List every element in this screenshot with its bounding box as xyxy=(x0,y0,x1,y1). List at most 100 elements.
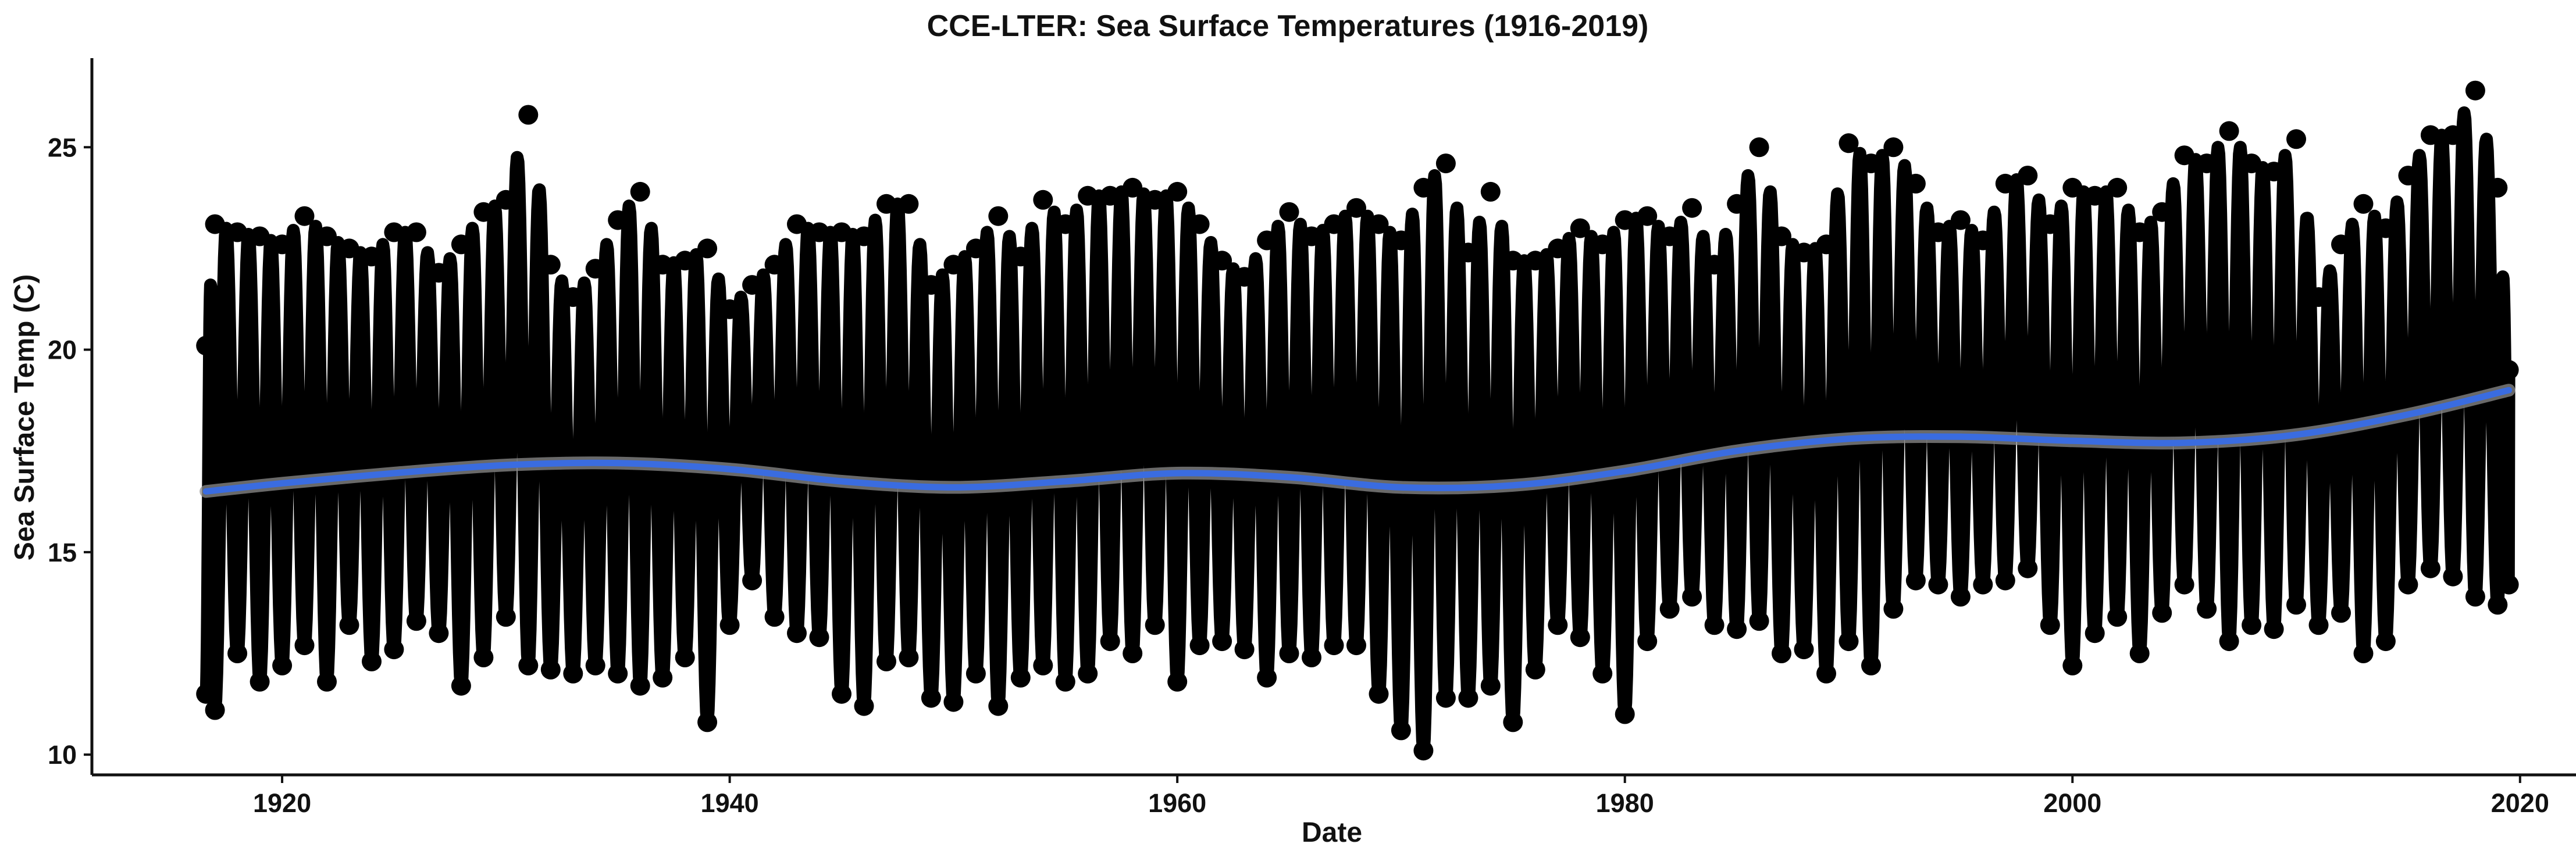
observation-point-max xyxy=(1302,226,1321,246)
observation-point-max xyxy=(496,190,516,210)
observation-point-max xyxy=(1123,177,1143,198)
observation-point-max xyxy=(1167,181,1188,202)
observation-point-max xyxy=(1861,153,1881,174)
y-tick-label: 10 xyxy=(48,740,77,770)
observation-point-min xyxy=(2174,574,2194,595)
observation-point-min xyxy=(2398,574,2418,595)
observation-point-min xyxy=(2197,599,2217,619)
observation-point-max xyxy=(196,335,216,356)
observation-point-max xyxy=(250,226,270,246)
observation-point-max xyxy=(1189,214,1210,234)
y-axis-ticks: 10 15 20 25 xyxy=(48,133,92,770)
observation-point-min xyxy=(1548,615,1568,635)
observation-point-min xyxy=(764,607,785,627)
observation-point-max xyxy=(1480,181,1501,202)
observation-point-min xyxy=(518,655,539,675)
observation-point-min xyxy=(339,615,359,635)
observation-point-min xyxy=(1615,704,1635,724)
observation-point-min xyxy=(1525,659,1545,680)
chart-title: CCE-LTER: Sea Surface Temperatures (1916… xyxy=(927,9,1649,43)
observation-point-max xyxy=(1816,234,1836,255)
observation-point-min xyxy=(1145,615,1165,635)
observation-point-max xyxy=(317,226,337,246)
observation-point-min xyxy=(1302,648,1321,667)
observation-point-min xyxy=(2129,644,2150,663)
observation-point-max xyxy=(988,206,1009,226)
observation-point-max xyxy=(1928,222,1948,242)
observation-point-max xyxy=(1772,226,1791,246)
observation-point-max xyxy=(2264,162,2284,182)
observation-point-max xyxy=(1570,218,1590,238)
observation-point-max xyxy=(585,259,605,279)
observation-point-min xyxy=(2420,558,2440,578)
observation-point-max xyxy=(1257,230,1277,251)
observation-point-max xyxy=(1435,153,1456,174)
observation-point-max xyxy=(272,234,293,255)
observation-point-min xyxy=(675,648,695,667)
observation-point-min xyxy=(1816,663,1836,684)
observation-point-min xyxy=(1391,720,1411,741)
trend-line xyxy=(202,387,2513,495)
observation-point-min xyxy=(1458,688,1478,708)
observation-point-min xyxy=(1592,663,1613,684)
x-tick-label: 1920 xyxy=(253,788,311,818)
observation-point-max xyxy=(630,181,650,202)
observation-point-min xyxy=(1570,627,1590,648)
observation-point-min xyxy=(272,655,293,675)
observation-point-max xyxy=(1749,137,1769,158)
observation-point-max xyxy=(339,238,359,259)
observation-point-max xyxy=(473,202,494,222)
observation-point-max xyxy=(1010,246,1031,267)
observation-point-min xyxy=(2308,615,2329,635)
observation-point-min xyxy=(2375,631,2396,652)
observation-point-min xyxy=(988,696,1009,716)
observation-point-max xyxy=(2499,360,2519,380)
observation-point-max xyxy=(653,255,673,275)
observation-point-max xyxy=(2085,185,2105,206)
observation-point-min xyxy=(1435,688,1456,708)
observation-point-min xyxy=(1346,635,1366,656)
observation-point-min xyxy=(1503,712,1523,732)
plot-area xyxy=(196,80,2519,761)
y-tick-label: 25 xyxy=(48,133,77,162)
observation-point-max xyxy=(675,251,695,271)
observation-point-min xyxy=(1704,615,1725,635)
observation-point-min xyxy=(1078,663,1098,684)
observation-point-min xyxy=(630,675,650,696)
observation-point-max xyxy=(1525,251,1545,271)
observation-point-max xyxy=(719,299,740,319)
observation-point-max xyxy=(608,210,628,230)
observation-point-max xyxy=(2286,129,2306,149)
observation-point-max xyxy=(1458,242,1478,263)
observation-point-max xyxy=(1234,267,1255,287)
observation-point-min xyxy=(832,684,851,704)
observation-point-min xyxy=(1749,611,1769,631)
observation-point-min xyxy=(1010,667,1031,688)
observation-point-min xyxy=(1682,587,1702,607)
observation-point-max xyxy=(2152,202,2172,222)
observation-point-max xyxy=(2242,153,2262,174)
observation-point-min xyxy=(1794,639,1814,660)
observation-point-max xyxy=(429,263,449,283)
observation-point-min xyxy=(653,667,673,688)
observation-point-max xyxy=(1794,242,1814,263)
observation-point-min xyxy=(384,639,404,660)
observation-point-min xyxy=(250,671,270,692)
observation-point-max xyxy=(451,234,471,255)
observation-point-max xyxy=(2308,287,2329,307)
x-axis-ticks: 1920 1940 1960 1980 2000 2020 xyxy=(253,775,2549,818)
observation-point-min xyxy=(2242,615,2262,635)
observation-point-max xyxy=(1324,214,1344,234)
observation-point-max xyxy=(2174,145,2194,166)
observation-point-max xyxy=(1592,234,1613,255)
observation-point-max xyxy=(943,255,964,275)
observation-point-min xyxy=(1055,671,1075,692)
observation-point-min xyxy=(1123,644,1143,663)
x-tick-label: 1960 xyxy=(1148,788,1206,818)
observation-point-min xyxy=(921,688,941,708)
observation-point-min xyxy=(2219,631,2239,652)
observation-point-max xyxy=(362,246,382,267)
y-tick-label: 15 xyxy=(48,538,77,567)
y-tick-label: 20 xyxy=(48,335,77,365)
observation-point-max xyxy=(2375,218,2396,238)
